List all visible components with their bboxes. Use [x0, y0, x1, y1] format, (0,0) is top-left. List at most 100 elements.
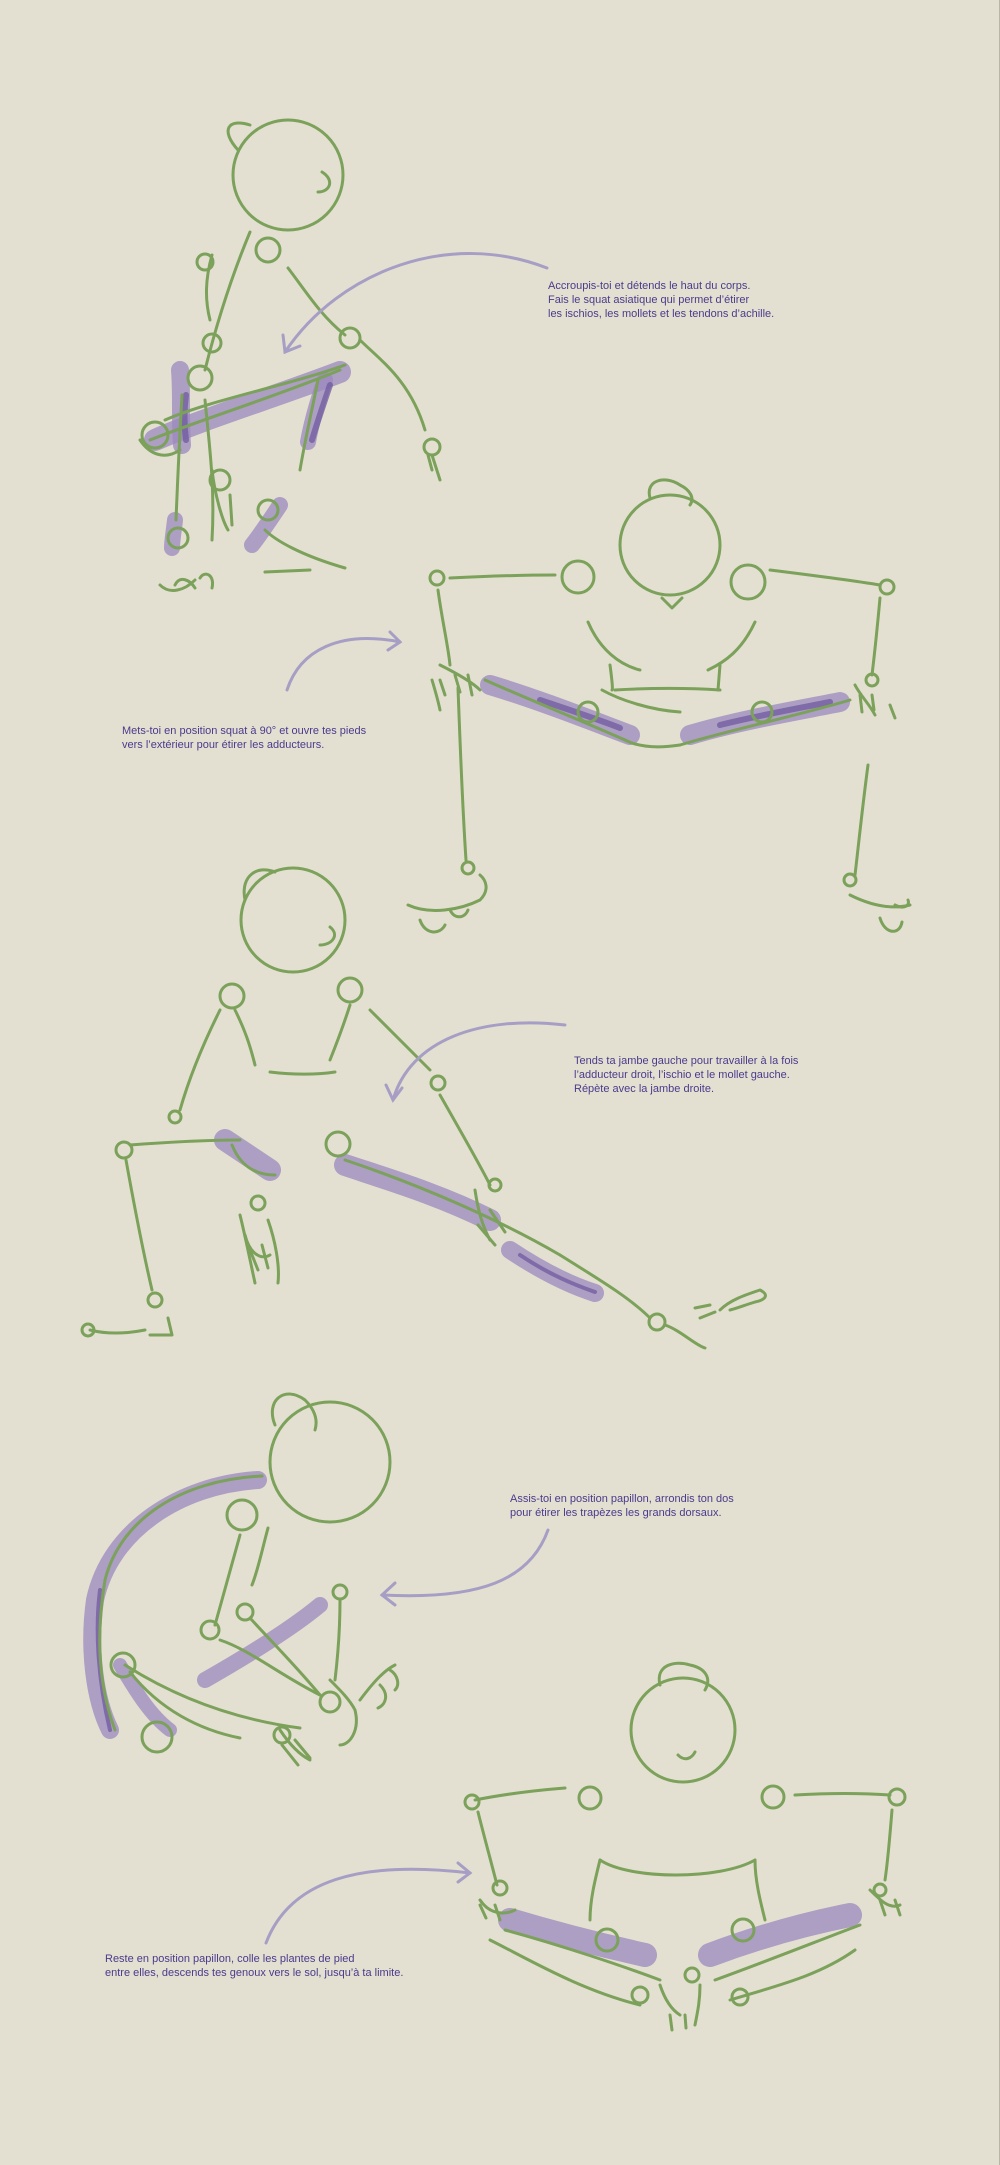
shoulder-joint	[760, 1784, 786, 1810]
caption-line: les ischios, les mollets et les tendons …	[548, 308, 775, 320]
ankle-joint	[166, 526, 190, 550]
foot-right	[663, 1323, 707, 1350]
knee-joint	[324, 1130, 352, 1158]
muscle-core-line	[537, 697, 623, 731]
shoulder-joint	[218, 982, 246, 1010]
muscle-highlight-heel	[164, 512, 183, 556]
hand-joint	[422, 437, 442, 457]
caption-line: Accroupis-toi et détends le haut du corp…	[548, 280, 751, 292]
shoulder-joint	[729, 563, 767, 601]
ankle-joint	[630, 1985, 650, 2005]
hand-joint	[878, 578, 896, 596]
knee-joint	[594, 1927, 620, 1953]
chin	[660, 596, 684, 610]
figure-butterfly-rounded	[83, 1392, 400, 1767]
arm-right	[368, 1008, 432, 1072]
shin-front	[298, 378, 320, 472]
foot	[328, 1678, 358, 1747]
figure-side-lunge	[80, 866, 767, 1350]
arrow-3	[391, 1021, 567, 1102]
fingers	[280, 1738, 312, 1767]
hip-joint	[114, 1140, 134, 1160]
fingers-right	[858, 693, 897, 720]
forearm-left	[476, 1810, 499, 1887]
leg-right	[558, 1253, 652, 1320]
head	[618, 493, 722, 597]
forearm	[204, 253, 214, 322]
hips	[600, 688, 682, 714]
muscle-core-line	[95, 1588, 112, 1732]
wrist-joint	[491, 1879, 509, 1897]
crotch	[623, 738, 682, 749]
ankle-joint	[647, 1312, 667, 1332]
muscle-highlight-adductor	[214, 1129, 281, 1181]
ankle-joint	[730, 1987, 750, 2007]
arrowhead-3	[384, 1083, 404, 1103]
arm-right	[768, 568, 882, 587]
thigh-left	[483, 678, 627, 742]
waist	[268, 1070, 337, 1076]
shoulder-joint	[560, 559, 596, 595]
thigh-left	[503, 1928, 662, 1982]
forearm-right	[870, 596, 882, 677]
muscle-highlight-back	[83, 1471, 267, 1739]
arrow-1	[283, 252, 549, 354]
waist	[613, 687, 722, 692]
arrowhead-4	[379, 1581, 397, 1607]
hand	[278, 1728, 312, 1762]
knee-line	[430, 678, 442, 712]
arm-right	[250, 1526, 270, 1587]
arrowhead-2	[386, 630, 403, 652]
instruction-arrows	[264, 252, 567, 1945]
knee-left	[266, 1218, 280, 1285]
arm-right	[793, 1792, 892, 1797]
collar	[706, 620, 757, 672]
knee-line	[124, 1158, 154, 1292]
caption-butterfly-rounded: Assis-toi en position papillon, arrondis…	[510, 1492, 734, 1520]
shoulder-joint	[195, 252, 215, 272]
torso-right	[753, 1858, 767, 1922]
chest	[716, 663, 722, 692]
wrist-joint	[864, 672, 880, 688]
arm-left	[473, 1786, 567, 1802]
heel-joint	[208, 468, 232, 492]
arrowhead-1	[281, 333, 302, 355]
arm-left	[448, 573, 557, 580]
feet	[658, 1983, 702, 2027]
muscle-highlight-calf	[300, 372, 333, 450]
hair-bun	[226, 121, 252, 152]
ankle-joint	[146, 1291, 164, 1309]
toe-joint	[80, 1322, 96, 1338]
toes	[668, 2013, 688, 2032]
thigh-upper	[163, 363, 347, 422]
foot-left	[88, 1328, 147, 1335]
hand-joint	[428, 569, 446, 587]
elbow-joint	[199, 1619, 221, 1641]
foot-front	[263, 528, 347, 570]
calf-line	[210, 468, 230, 532]
knee-joint	[249, 1194, 267, 1212]
muscle-core-line	[309, 382, 333, 443]
foot-left	[406, 873, 488, 912]
toes	[173, 572, 215, 590]
head	[231, 118, 345, 232]
caption-asian-squat: Accroupis-toi et détends le haut du corp…	[548, 279, 774, 321]
knee-joint	[140, 1720, 174, 1754]
hand-joint	[887, 1787, 907, 1807]
toes-left	[418, 908, 470, 934]
hair-bun	[270, 1392, 318, 1432]
hip-line	[138, 438, 182, 457]
forearm-right	[883, 1808, 894, 1882]
head	[239, 866, 347, 974]
elbow-joint	[167, 1109, 183, 1125]
muscle-highlight-forearm	[197, 1597, 328, 1688]
crotch-left	[230, 1143, 277, 1177]
thigh-right	[713, 1923, 862, 1982]
shoulder-joint	[336, 976, 364, 1004]
caption-line: pour étirer les trapèzes les grands dors…	[510, 1507, 722, 1519]
thigh-left	[128, 1138, 242, 1147]
toes-right	[718, 1288, 767, 1312]
caption-line: Tends ta jambe gauche pour travailler à …	[574, 1055, 799, 1067]
knee-left	[238, 1213, 257, 1285]
hair-bun	[242, 868, 277, 902]
